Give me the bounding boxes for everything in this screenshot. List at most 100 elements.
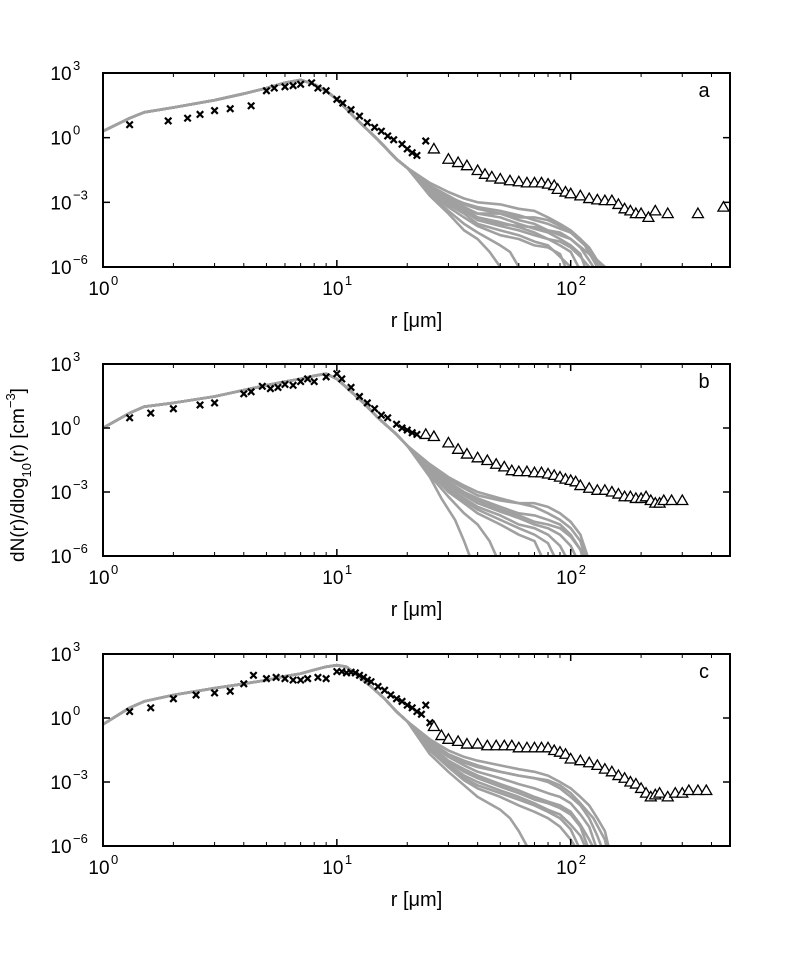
model-curve-9 [103, 663, 589, 846]
cross-marker [412, 707, 421, 716]
cross-marker [383, 413, 392, 422]
triangle-marker [611, 487, 626, 499]
y-tick-exponent: −3 [73, 767, 88, 782]
triangle-marker [460, 737, 474, 749]
triangle-marker [605, 193, 619, 206]
triangle-marker [573, 753, 588, 766]
model-curve-10 [103, 663, 580, 846]
triangle-marker [512, 464, 526, 477]
cross-marker [296, 377, 305, 386]
cross-marker [280, 380, 289, 389]
cross-marker [347, 105, 356, 114]
triangle-marker [634, 781, 648, 794]
x-tick-label: 10 [322, 568, 343, 589]
model-curve-8 [103, 372, 589, 556]
panel-b: 10 0 10 1 10 210 −610 −310 010 3br [μm] [50, 349, 731, 621]
y-axis-label-text: dN(r)/dlog10(r) [cm−3] [3, 388, 34, 562]
triangle-marker [520, 464, 534, 477]
x-tick-label: 10 [88, 568, 109, 589]
cross-marker [247, 387, 256, 396]
model-curve-5 [103, 663, 587, 846]
y-tick-exponent: 3 [73, 349, 80, 364]
axes-frame [102, 72, 731, 268]
x-tick-exponent: 1 [345, 852, 352, 867]
y-tick-label: 10 [50, 645, 71, 666]
triangle-marker [480, 453, 494, 466]
y-tick-exponent: −6 [73, 541, 88, 556]
panel-letter: a [698, 80, 710, 102]
cross-marker [262, 674, 271, 683]
y-axis-label: dN(r)/dlog10(r) [cm−3] [3, 388, 34, 562]
triangle-marker [427, 719, 441, 732]
y-tick-label: 10 [50, 483, 71, 504]
triangle-marker [493, 172, 507, 184]
triangle-marker [716, 200, 730, 212]
triangle-marker [480, 738, 494, 751]
x-tick-label: 10 [88, 279, 109, 300]
y-tick-label: 10 [50, 64, 71, 85]
triangle-marker [451, 442, 465, 454]
cross-marker [412, 151, 421, 160]
cross-marker [280, 82, 289, 91]
cross-marker [355, 112, 364, 121]
x-tick-label: 10 [556, 858, 577, 879]
x-tick-label: 10 [556, 279, 577, 300]
triangle-marker [434, 728, 449, 741]
triangle-marker [598, 483, 612, 495]
triangle-marker [564, 186, 578, 199]
triangle-marker [652, 786, 667, 798]
cross-marker [303, 374, 312, 383]
triangle-marker [551, 182, 565, 195]
cross-marker [421, 701, 430, 710]
triangle-marker [441, 732, 456, 744]
cross-marker [398, 424, 407, 432]
y-tick-label: 10 [50, 547, 71, 568]
triangle-marker [582, 481, 596, 493]
cross-marker [363, 118, 372, 127]
cross-marker [169, 404, 178, 413]
model-curve-5 [103, 372, 543, 556]
y-tick-label: 10 [50, 709, 71, 730]
y-tick-label: 10 [50, 773, 71, 794]
y-tick-label: 10 [50, 258, 71, 279]
cross-marker [322, 372, 331, 381]
triangle-marker [573, 189, 588, 201]
triangle-marker [427, 429, 441, 442]
cross-marker [289, 81, 298, 90]
y-tick-label: 10 [50, 837, 71, 858]
x-tick-label: 10 [322, 279, 343, 300]
y-tick-label: 10 [50, 419, 71, 440]
plot-area [103, 369, 689, 556]
triangle-marker [471, 737, 485, 749]
cross-marker [262, 86, 271, 95]
cross-marker [389, 135, 398, 144]
cross-marker [125, 413, 134, 422]
triangle-marker [503, 173, 517, 186]
cross-marker [337, 374, 346, 383]
cross-marker [408, 148, 417, 157]
triangle-marker [441, 152, 456, 164]
triangle-marker [558, 747, 573, 759]
triangle-marker [505, 738, 519, 751]
x-axis-label: r [μm] [391, 889, 443, 911]
y-tick-exponent: 0 [73, 703, 80, 718]
cross-marker [280, 674, 289, 683]
cross-marker [408, 428, 417, 437]
triangle-marker [564, 752, 578, 764]
triangle-marker [590, 758, 604, 771]
triangle-marker [634, 206, 648, 219]
cross-marker [296, 676, 305, 685]
x-axis-label: r [μm] [391, 310, 443, 332]
cross-marker [146, 703, 155, 712]
cross-marker [125, 120, 134, 129]
triangle-marker [489, 457, 503, 469]
model-curve-12 [103, 78, 591, 267]
cross-marker [273, 383, 282, 392]
triangle-marker [451, 155, 465, 168]
cross-marker [355, 671, 364, 680]
y-tick-exponent: 0 [73, 413, 80, 428]
y-tick-label: 10 [50, 355, 71, 376]
cross-marker [289, 676, 298, 685]
cross-marker [289, 381, 298, 390]
cross-marker [332, 95, 341, 104]
